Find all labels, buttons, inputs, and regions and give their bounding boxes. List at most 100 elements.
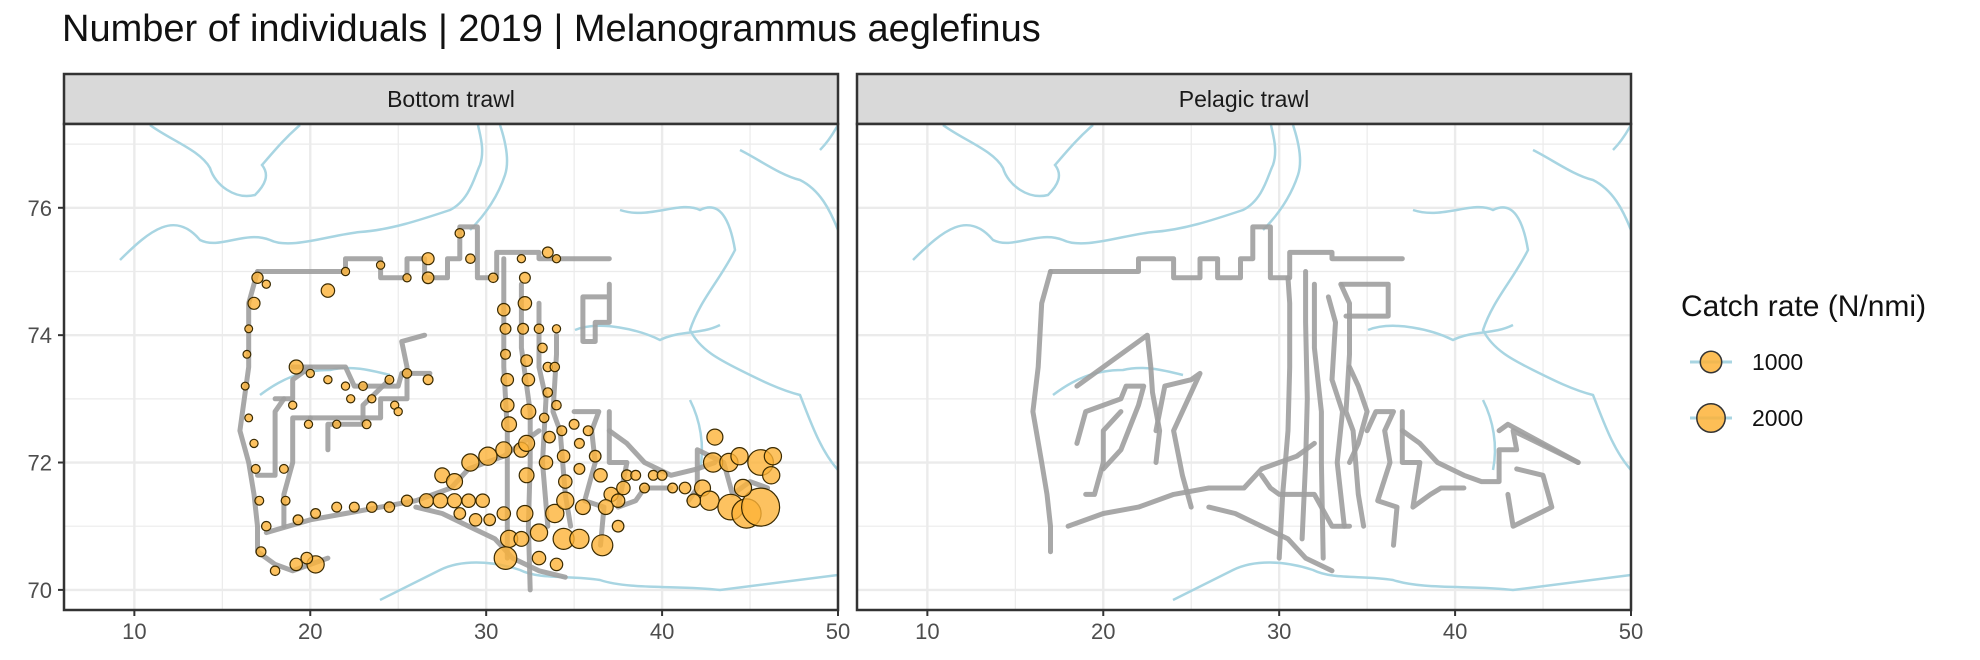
- catch-point: [556, 425, 568, 437]
- survey-track: [1074, 383, 1147, 472]
- catch-point: [597, 499, 614, 516]
- tracks-pelagic-trawl: [1030, 224, 1581, 574]
- legend: Catch rate (N/nmi) 1000 2000: [1681, 290, 1926, 433]
- coast-pelagic-trawl: [912, 125, 1631, 602]
- legend-key-circle-1000: [1699, 350, 1723, 374]
- panel-bottom-trawl: Bottom trawl: [62, 72, 840, 612]
- catch-point: [269, 565, 281, 577]
- survey-track: [606, 428, 718, 478]
- catch-point: [569, 528, 590, 550]
- survey-track: [1364, 409, 1400, 548]
- catch-point: [340, 266, 351, 277]
- chart-title: Number of individuals | 2019 | Melanogra…: [62, 8, 1041, 50]
- grid-bottom-trawl: [64, 125, 840, 609]
- catch-point: [331, 501, 343, 513]
- catch-point: [538, 455, 554, 470]
- strip-label-bottom-trawl: Bottom trawl: [387, 86, 515, 112]
- catch-point: [393, 406, 403, 417]
- catch-point: [543, 430, 556, 444]
- panel-pelagic-trawl: Pelagic trawl: [855, 72, 1633, 612]
- catch-point: [656, 469, 668, 481]
- catch-point: [501, 416, 518, 433]
- survey-track: [1338, 281, 1367, 529]
- catch-point: [278, 463, 289, 474]
- x-tick-label: 10: [122, 619, 146, 644]
- catch-point: [289, 557, 303, 572]
- catch-point: [493, 546, 518, 570]
- catch-point: [454, 228, 466, 239]
- catch-point: [686, 493, 702, 508]
- catch-point: [499, 322, 512, 335]
- catch-point: [446, 493, 463, 509]
- catch-point: [483, 513, 497, 527]
- survey-track: [1048, 224, 1405, 281]
- catch-point: [574, 499, 591, 516]
- x-tick-label: 10: [915, 619, 939, 644]
- survey-track: [1030, 269, 1053, 555]
- catch-point: [520, 403, 537, 420]
- x-tick-label: 30: [474, 619, 498, 644]
- catch-point: [516, 504, 534, 523]
- catch-point: [588, 449, 602, 463]
- survey-track: [1074, 332, 1163, 465]
- survey-track: [307, 332, 428, 421]
- catch-point: [468, 512, 483, 527]
- y-tick-label: 72: [28, 451, 52, 476]
- catch-point: [402, 273, 412, 283]
- survey-track: [413, 504, 568, 580]
- grid-pelagic-trawl: [857, 125, 1633, 609]
- x-tick-label: 20: [1091, 619, 1115, 644]
- legend-label-2000: 2000: [1752, 405, 1803, 431]
- catch-point: [255, 546, 267, 558]
- catch-point: [516, 254, 527, 264]
- catch-point: [551, 324, 562, 334]
- catch-point: [667, 482, 679, 494]
- catch-point: [593, 467, 608, 483]
- catch-point: [375, 260, 386, 270]
- catch-point: [518, 271, 531, 284]
- catch-point: [517, 322, 530, 335]
- catch-point: [517, 434, 536, 452]
- catch-point: [496, 506, 512, 521]
- catch-point: [445, 473, 464, 491]
- catch-point: [323, 375, 333, 385]
- catch-point: [537, 342, 548, 354]
- catch-point: [361, 419, 372, 430]
- x-tick-label: 30: [1267, 619, 1291, 644]
- catch-point: [733, 478, 753, 498]
- catch-point: [630, 469, 642, 481]
- coast-bottom-trawl: [119, 125, 838, 602]
- catch-point: [529, 523, 549, 542]
- catch-point: [320, 283, 336, 298]
- catch-point: [518, 467, 535, 484]
- strip-pelagic-trawl: [855, 72, 1633, 126]
- catch-point: [240, 381, 250, 391]
- catch-point: [303, 419, 314, 429]
- catch-point: [461, 453, 480, 472]
- catch-point: [730, 447, 749, 466]
- catch-point: [638, 482, 650, 494]
- catch-point: [568, 418, 580, 430]
- catch-point: [611, 519, 625, 533]
- catch-point: [513, 530, 530, 547]
- survey-track: [1505, 466, 1555, 529]
- catch-point: [582, 425, 594, 437]
- survey-track: [1325, 294, 1347, 529]
- y-tick-label: 70: [28, 578, 52, 603]
- catch-point: [495, 441, 513, 459]
- survey-track: [1311, 281, 1326, 561]
- catch-point: [280, 495, 291, 506]
- catch-point: [251, 271, 264, 284]
- strip-label-pelagic-trawl: Pelagic trawl: [1179, 86, 1309, 112]
- catch-point: [250, 463, 261, 474]
- catch-point: [365, 501, 378, 513]
- catch-point: [740, 487, 781, 527]
- catch-point: [244, 413, 254, 423]
- panel-border-pelagic-trawl: [855, 122, 1633, 612]
- catch-point: [244, 324, 254, 334]
- catch-point: [763, 447, 783, 466]
- catch-point: [549, 361, 561, 373]
- catch-point: [421, 271, 435, 285]
- catch-point: [591, 534, 614, 557]
